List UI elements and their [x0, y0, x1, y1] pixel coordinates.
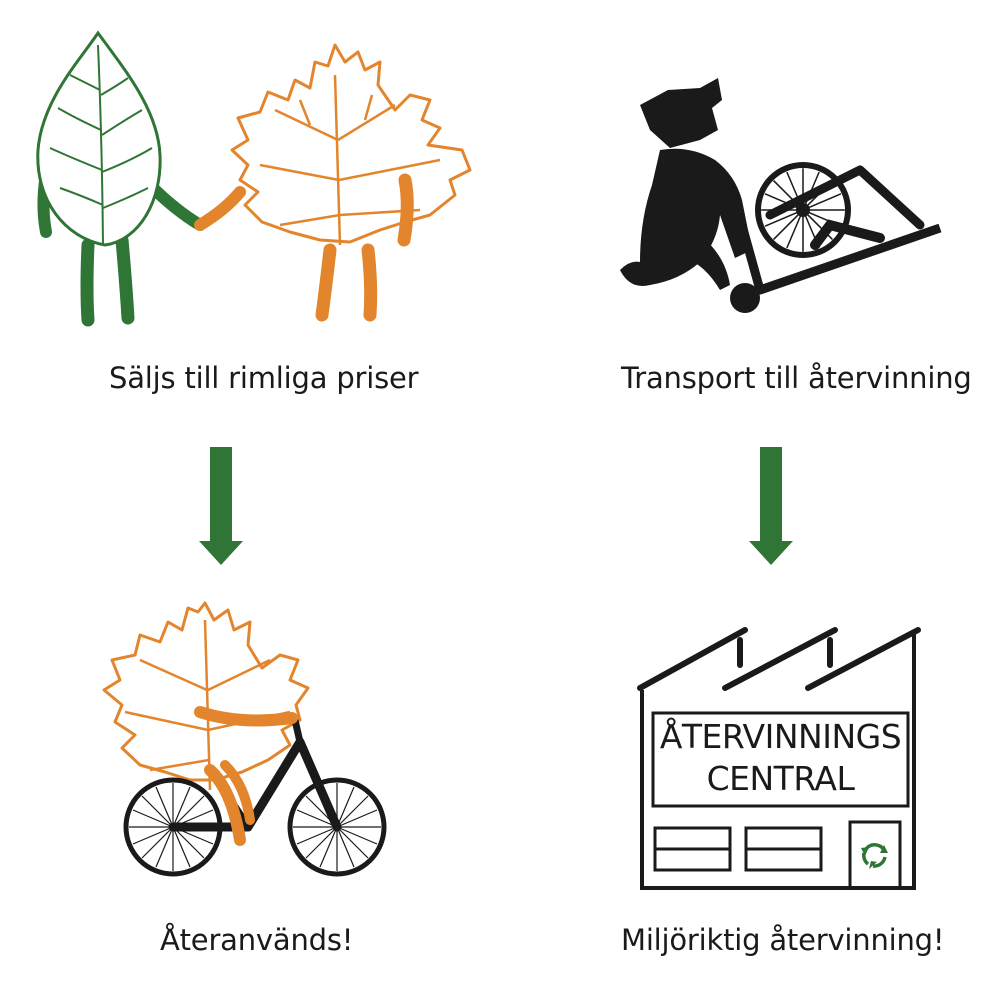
orange-maple-leaf-character-icon [194, 43, 472, 322]
green-leaf-character-icon [36, 30, 206, 327]
maple-leaf-riding-bicycle-icon [102, 601, 387, 877]
person-pushing-cart-with-bicycle-icon [620, 78, 942, 313]
factory-sign-line1: ÅTERVINNINGS [659, 717, 902, 756]
caption-transport: Transport till återvinning [621, 361, 972, 395]
caption-reuse: Återanvänds! [160, 923, 354, 957]
down-arrow-left [199, 447, 243, 565]
factory-sign-line2: CENTRAL [706, 759, 855, 798]
factory-sign: ÅTERVINNINGS CENTRAL [653, 716, 908, 800]
caption-recycle: Miljöriktig återvinning! [621, 923, 945, 957]
caption-sell: Säljs till rimliga priser [109, 361, 419, 395]
recycling-factory-icon [637, 627, 921, 890]
down-arrow-right [749, 447, 793, 565]
recycle-symbol-icon [861, 843, 888, 869]
